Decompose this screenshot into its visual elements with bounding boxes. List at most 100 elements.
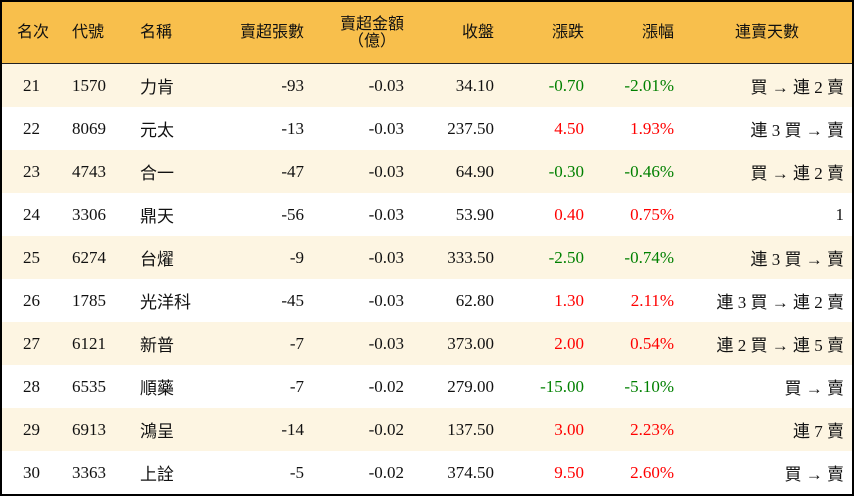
header-shares: 賣超張數	[212, 2, 312, 64]
cell-name: 台燿	[132, 236, 212, 279]
cell-shares: -45	[281, 290, 304, 310]
cell-amount: -0.02	[312, 408, 412, 451]
cell-close: 237.50	[447, 118, 494, 138]
cell-shares: -5	[289, 462, 304, 482]
header-row: 名次 代號 名稱 賣超張數 賣超金額 （億） 收盤 漲跌 漲幅 連賣天數	[2, 2, 852, 64]
cell-streak: 連 3 買 → 賣	[750, 121, 845, 140]
cell-rank: 24	[23, 204, 40, 224]
cell-streak: 買 → 連 2 賣	[682, 150, 852, 193]
cell-amount: -0.03	[312, 150, 412, 193]
cell-name: 元太	[140, 121, 174, 140]
cell-close: 333.50	[412, 236, 502, 279]
cell-pct: -0.74%	[592, 236, 682, 279]
cell-change: 9.50	[554, 462, 584, 482]
table-row: 21 1570 力肯 -93 -0.03 34.10 -0.70 -2.01% 買 → 連 2 …	[2, 63, 852, 107]
cell-shares: -7	[212, 322, 312, 365]
cell-pct: -0.46%	[592, 150, 682, 193]
cell-code: 3363	[72, 462, 106, 482]
cell-rank: 21	[2, 63, 64, 107]
table-row: 22 8069 元太 -13 -0.03 237.50 4.50 1.93% 連 3 買 → 賣	[2, 107, 852, 150]
cell-shares: -13	[281, 118, 304, 138]
cell-rank: 23	[2, 150, 64, 193]
header-rank: 名次	[2, 2, 64, 64]
cell-shares: -93	[212, 63, 312, 107]
cell-amount: -0.02	[368, 376, 404, 396]
cell-amount: -0.03	[312, 236, 412, 279]
cell-name: 光洋科	[140, 293, 191, 312]
table-row: 25 6274 台燿 -9 -0.03 333.50 -2.50 -0.74% 連 3 買 → …	[2, 236, 852, 279]
cell-name: 力肯	[132, 63, 212, 107]
cell-rank: 28	[23, 376, 40, 396]
table-row: 26 1785 光洋科 -45 -0.03 62.80 1.30 2.11% 連 3 買 → 連…	[2, 279, 852, 322]
cell-pct: -5.10%	[624, 376, 674, 396]
cell-code: 8069	[72, 118, 106, 138]
cell-streak: 連 3 買 → 連 2 賣	[716, 293, 845, 312]
header-pct: 漲幅	[592, 2, 682, 64]
table-row: 30 3363 上詮 -5 -0.02 374.50 9.50 2.60% 買 → 賣	[2, 451, 852, 494]
header-streak: 連賣天數	[682, 2, 852, 64]
cell-pct: 0.54%	[592, 322, 682, 365]
cell-code: 1785	[72, 290, 106, 310]
cell-rank: 29	[2, 408, 64, 451]
cell-change: -0.70	[502, 63, 592, 107]
cell-name: 鴻呈	[132, 408, 212, 451]
cell-change: -2.50	[502, 236, 592, 279]
cell-shares: -9	[212, 236, 312, 279]
cell-name: 新普	[132, 322, 212, 365]
header-name: 名稱	[132, 2, 212, 64]
cell-close: 374.50	[447, 462, 494, 482]
cell-amount: -0.03	[368, 204, 404, 224]
cell-close: 34.10	[412, 63, 502, 107]
cell-streak: 買 → 賣	[784, 379, 845, 398]
cell-code: 6121	[64, 322, 132, 365]
cell-code: 1570	[64, 63, 132, 107]
cell-change: -0.30	[502, 150, 592, 193]
cell-close: 137.50	[412, 408, 502, 451]
header-amount-label: 賣超金額	[339, 15, 404, 33]
cell-change: 3.00	[502, 408, 592, 451]
cell-rank: 25	[2, 236, 64, 279]
cell-rank: 26	[23, 290, 40, 310]
header-change: 漲跌	[502, 2, 592, 64]
cell-rank: 30	[23, 462, 40, 482]
cell-code: 6913	[64, 408, 132, 451]
cell-pct: 2.11%	[630, 290, 674, 310]
cell-close: 64.90	[412, 150, 502, 193]
cell-streak: 連 3 買 → 賣	[682, 236, 852, 279]
table-row: 28 6535 順藥 -7 -0.02 279.00 -15.00 -5.10% 買 → 賣	[2, 365, 852, 408]
header-amount: 賣超金額 （億）	[312, 2, 412, 64]
cell-code: 6535	[72, 376, 106, 396]
cell-amount: -0.03	[312, 63, 412, 107]
header-amount-unit: （億）	[347, 32, 396, 50]
cell-streak: 買 → 賣	[784, 465, 845, 484]
cell-close: 373.00	[412, 322, 502, 365]
cell-name: 合一	[132, 150, 212, 193]
cell-pct: 0.75%	[630, 204, 674, 224]
cell-change: 4.50	[554, 118, 584, 138]
cell-pct: -2.01%	[592, 63, 682, 107]
cell-code: 3306	[72, 204, 106, 224]
cell-shares: -7	[289, 376, 304, 396]
cell-close: 62.80	[455, 290, 494, 310]
cell-shares: -47	[212, 150, 312, 193]
cell-change: 2.00	[502, 322, 592, 365]
cell-amount: -0.03	[368, 290, 404, 310]
header-code: 代號	[64, 2, 132, 64]
cell-amount: -0.02	[368, 462, 404, 482]
cell-pct: 2.23%	[592, 408, 682, 451]
table-row: 29 6913 鴻呈 -14 -0.02 137.50 3.00 2.23% 連 7 賣	[2, 408, 852, 451]
cell-rank: 22	[23, 118, 40, 138]
cell-close: 279.00	[447, 376, 494, 396]
header-close: 收盤	[412, 2, 502, 64]
cell-change: 1.30	[554, 290, 584, 310]
cell-amount: -0.03	[368, 118, 404, 138]
cell-streak: 連 2 買 → 連 5 賣	[682, 322, 852, 365]
cell-amount: -0.03	[312, 322, 412, 365]
table-row: 24 3306 鼎天 -56 -0.03 53.90 0.40 0.75% 1	[2, 193, 852, 236]
cell-rank: 27	[2, 322, 64, 365]
cell-change: 0.40	[554, 204, 584, 224]
cell-name: 順藥	[140, 379, 174, 398]
table-row: 23 4743 合一 -47 -0.03 64.90 -0.30 -0.46% 買 → 連 2 …	[2, 150, 852, 193]
